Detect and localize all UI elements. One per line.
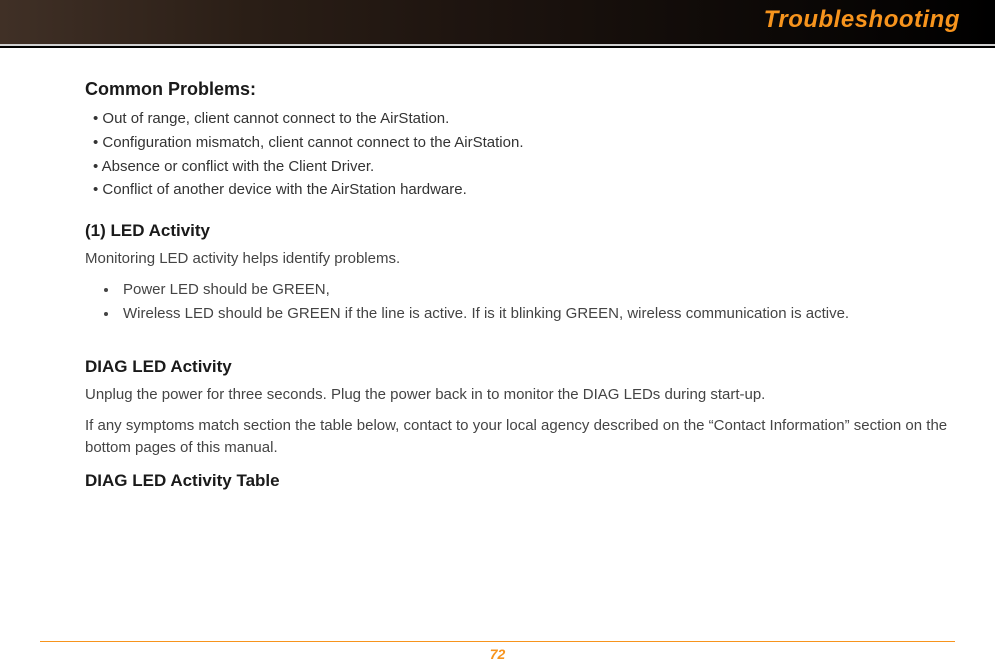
page-footer: 72 <box>0 641 995 664</box>
common-problems-list: • Out of range, client cannot connect to… <box>93 108 955 201</box>
list-item: Power LED should be GREEN, <box>119 279 955 301</box>
common-problems-heading: Common Problems: <box>85 76 955 102</box>
header-background: Troubleshooting <box>0 0 995 44</box>
header-divider-dark <box>0 46 995 48</box>
list-item: • Configuration mismatch, client cannot … <box>93 132 955 154</box>
diag-table-heading: DIAG LED Activity Table <box>85 469 955 494</box>
list-item: • Conflict of another device with the Ai… <box>93 179 955 201</box>
header-title: Troubleshooting <box>764 6 960 34</box>
page-content: Common Problems: • Out of range, client … <box>0 48 995 494</box>
page-number: 72 <box>490 646 506 662</box>
list-item: Wireless LED should be GREEN if the line… <box>119 303 955 325</box>
led-activity-heading: (1) LED Activity <box>85 219 955 244</box>
footer-divider <box>40 641 955 642</box>
led-activity-intro: Monitoring LED activity helps identify p… <box>85 248 955 270</box>
led-activity-list: Power LED should be GREEN, Wireless LED … <box>85 279 955 325</box>
list-item: • Absence or conflict with the Client Dr… <box>93 156 955 178</box>
diag-led-heading: DIAG LED Activity <box>85 355 955 380</box>
header-band: Troubleshooting <box>0 0 995 48</box>
diag-led-para-2: If any symptoms match section the table … <box>85 415 955 459</box>
diag-led-para-1: Unplug the power for three seconds. Plug… <box>85 384 955 406</box>
list-item: • Out of range, client cannot connect to… <box>93 108 955 130</box>
